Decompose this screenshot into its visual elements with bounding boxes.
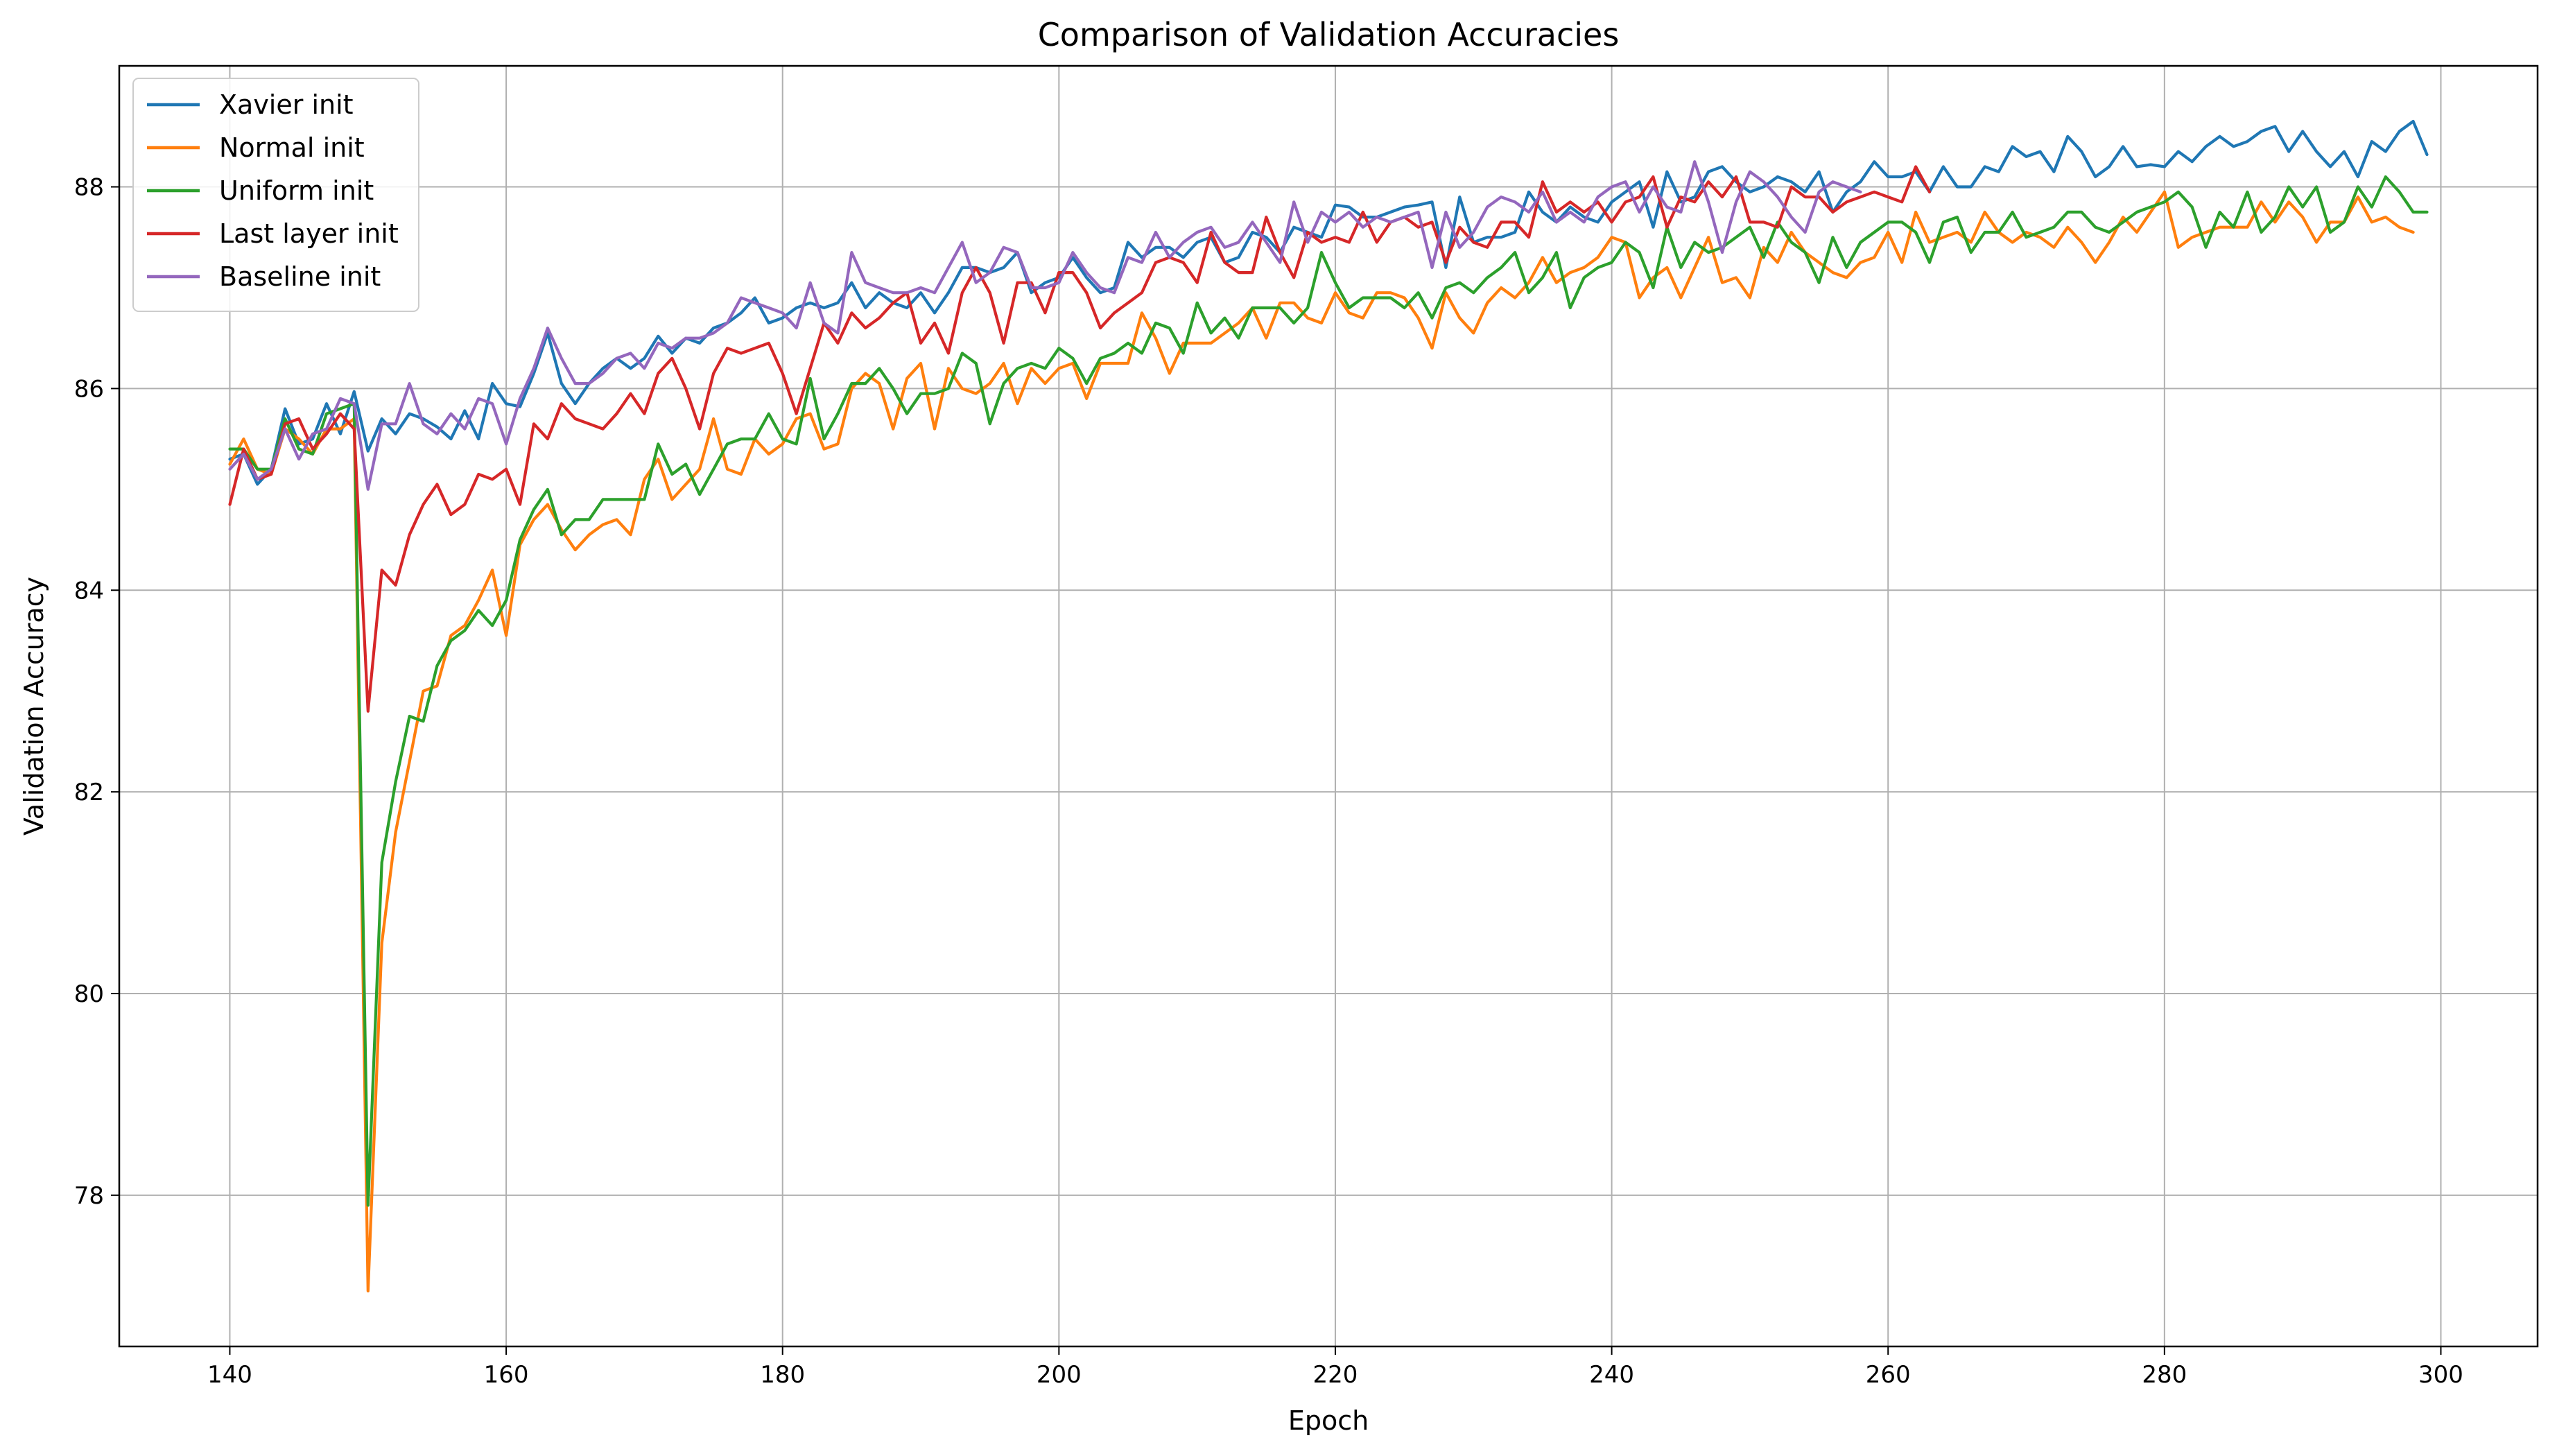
y-axis-title: Validation Accuracy [19,577,49,835]
series-line-3 [228,175,2429,1207]
x-axis: 140 160 180 200 220 240 260 280 300 [207,1346,2463,1389]
y-tick-label: 86 [74,375,104,403]
plot-area [118,64,2539,1348]
x-tick-label: 140 [207,1361,252,1389]
chart-title: Comparison of Validation Accuracies [1038,16,1620,53]
y-tick-label: 84 [74,577,104,605]
legend: Xavier init Normal init Uniform init Last l… [132,78,419,312]
y-tick-label: 78 [74,1182,104,1210]
y-tick-label: 88 [74,174,104,202]
legend-label: Baseline init [219,261,381,292]
legend-label: Normal init [219,132,365,163]
legend-label: Last layer init [219,218,399,249]
series-line-4 [228,165,1932,713]
y-gridlines [119,186,2538,1196]
legend-label: Xavier init [219,89,354,120]
legend-label: Uniform init [219,175,374,206]
y-tick-label: 80 [74,980,104,1008]
legend-box [132,78,419,312]
y-axis: 78 80 82 84 86 88 [74,174,119,1210]
x-tick-label: 260 [1866,1361,1911,1389]
plot-background [119,66,2538,1346]
series-line-5 [228,160,1862,491]
series-line-2 [228,190,2415,1293]
x-tick-label: 220 [1313,1361,1358,1389]
y-tick-label: 82 [74,779,104,806]
x-tick-label: 160 [484,1361,529,1389]
x-tick-label: 300 [2418,1361,2463,1389]
x-tick-label: 280 [2142,1361,2187,1389]
plot-frame [118,64,2539,1348]
x-tick-label: 240 [1589,1361,1634,1389]
x-tick-label: 180 [760,1361,805,1389]
x-axis-title: Epoch [1288,1405,1369,1436]
x-tick-label: 200 [1037,1361,1082,1389]
series-lines [228,119,2429,1293]
series-line-1 [228,119,2429,486]
